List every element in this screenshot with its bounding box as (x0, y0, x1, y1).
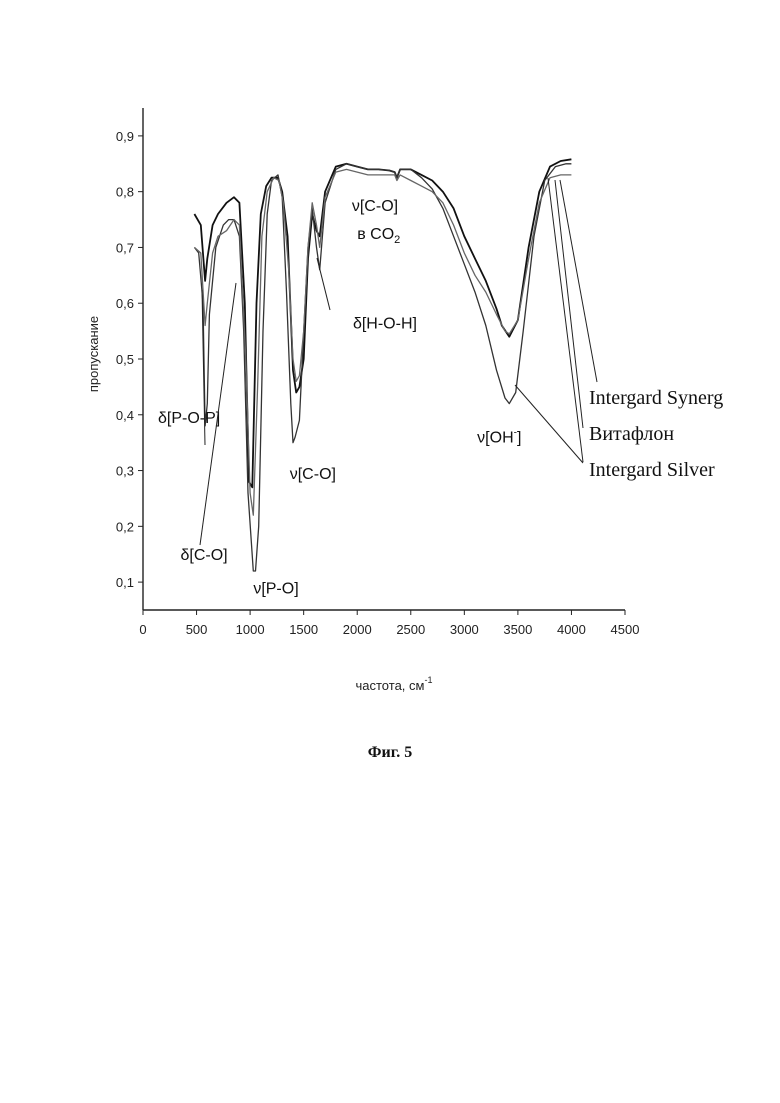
leader-line (317, 258, 330, 310)
series-layer (194, 159, 571, 571)
x-tick-label: 4000 (557, 622, 586, 637)
legend-layer: Intergard Synerg Витафлон Intergard Silver (589, 387, 723, 481)
y-tick-label: 0,2 (116, 519, 134, 534)
y-tick-label: 0,6 (116, 296, 134, 311)
x-tick-label: 3500 (503, 622, 532, 637)
figure-caption: Фиг. 5 (0, 744, 780, 762)
x-tick-label: 2000 (343, 622, 372, 637)
x-axis-title-superscript: -1 (424, 675, 432, 685)
y-tick-label: 0,8 (116, 185, 134, 200)
peak-annotation: ν[C-O] (352, 198, 398, 215)
peak-annotation: δ[H-O-H] (353, 315, 417, 332)
peak-annotation: δ[C-O] (180, 547, 227, 564)
leader-line (548, 178, 583, 462)
annotation-subscript: 2 (394, 234, 400, 246)
y-tick-label: 0,3 (116, 464, 134, 479)
x-tick-label: 0 (139, 622, 146, 637)
series-line-2 (194, 164, 571, 571)
annotation-close: ] (517, 430, 521, 447)
leader-line (515, 385, 583, 463)
leader-line (560, 180, 597, 382)
peak-annotation: в CO2 (357, 226, 400, 246)
x-tick-label: 1000 (236, 622, 265, 637)
peak-annotation: ν[C-O] (290, 466, 336, 483)
x-tick-label: 1500 (289, 622, 318, 637)
peak-annotation: ν[P-O] (253, 580, 298, 597)
x-axis-title: частота, см-1 (356, 675, 433, 693)
y-tick-label: 0,1 (116, 575, 134, 590)
x-tick-label: 3000 (450, 622, 479, 637)
legend-entry: Intergard Synerg (589, 387, 723, 409)
peak-annotation: ν[OH-] (477, 428, 521, 447)
x-tick-label: 4500 (611, 622, 640, 637)
x-tick-label: 2500 (396, 622, 425, 637)
legend-entry: Intergard Silver (589, 459, 715, 481)
ir-spectrum-chart: 0 500 1000 1500 2000 2500 3000 3500 4000 4500 0,1 0… (0, 0, 780, 730)
y-tick-label: 0,9 (116, 129, 134, 144)
y-tick-label: 0,7 (116, 240, 134, 255)
y-axis-title: пропускание (86, 316, 101, 392)
leader-line (555, 180, 583, 428)
y-tick-label: 0,5 (116, 352, 134, 367)
series-line-3 (194, 169, 571, 515)
legend-entry: Витафлон (589, 423, 674, 445)
y-tick-label: 0,4 (116, 408, 134, 423)
peak-annotation: δ[P-O-P] (158, 410, 220, 427)
x-tick-label: 500 (186, 622, 208, 637)
annotation-layer: δ[P-O-P] δ[C-O] ν[P-O] ν[C-O] ν[OH-] δ[H-O-H]… (158, 178, 597, 597)
